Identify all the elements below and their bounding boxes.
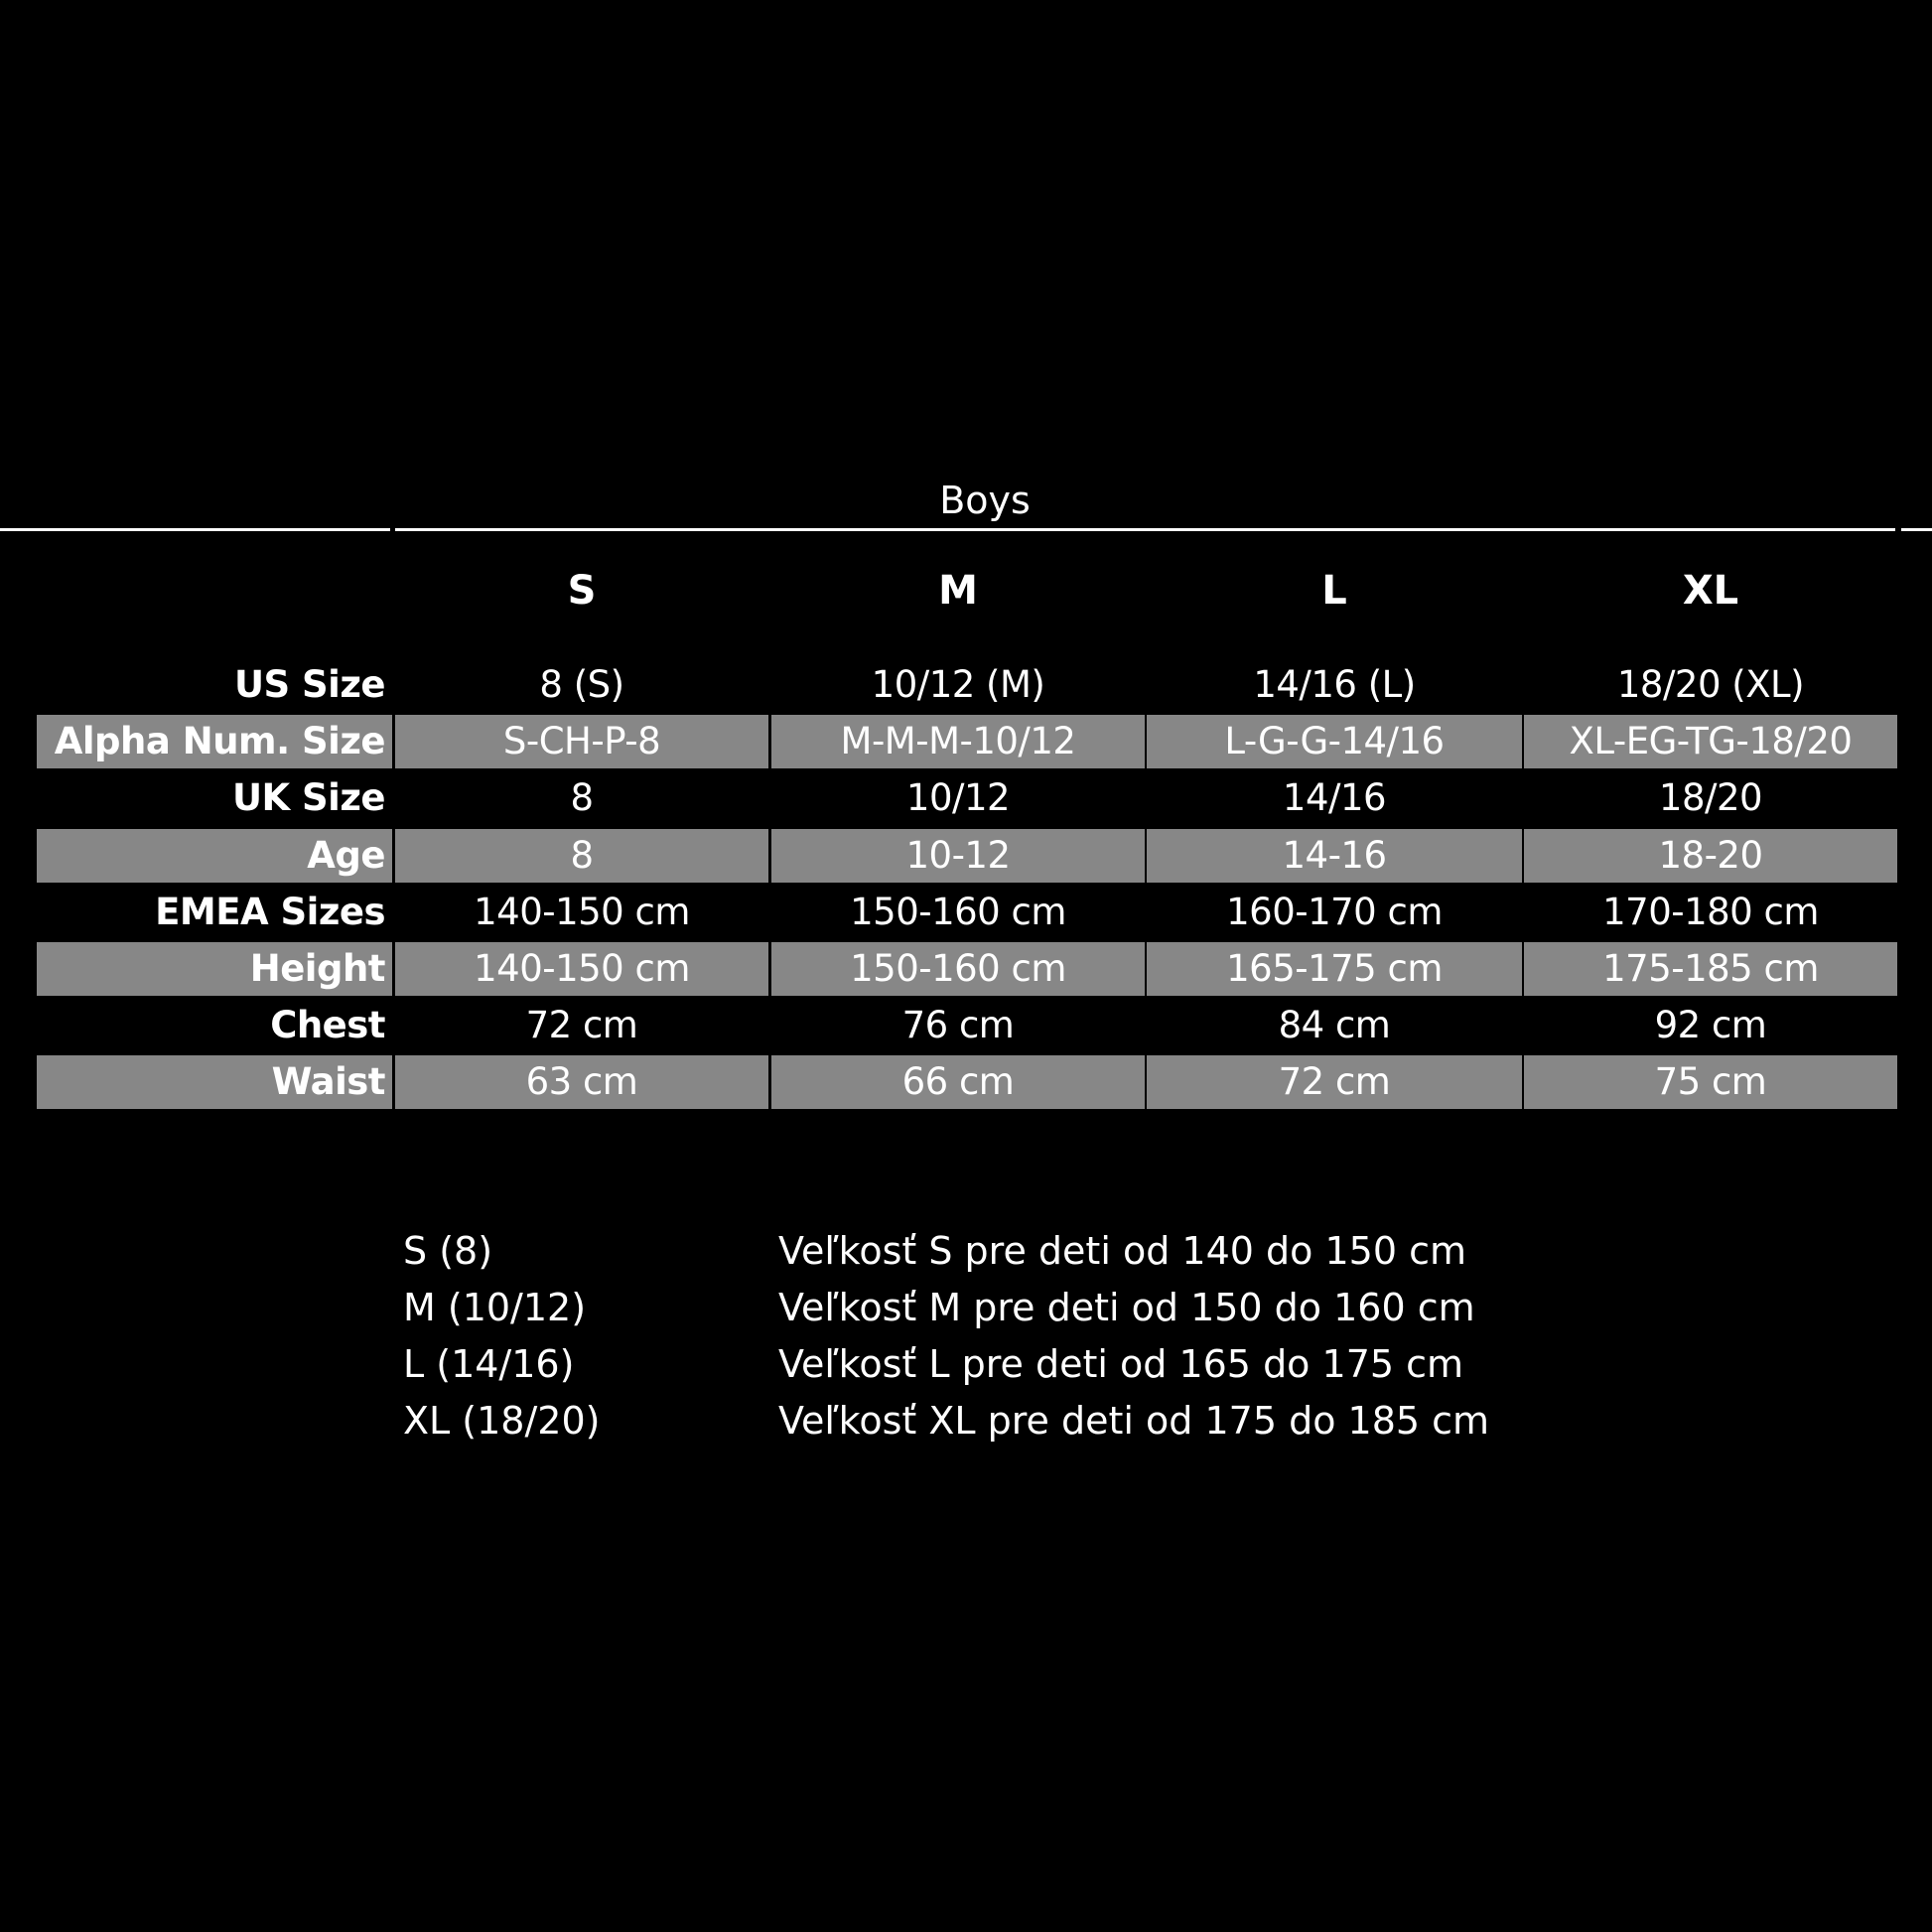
table-cell: 175-185 cm xyxy=(1524,942,1897,996)
note-text: Veľkosť L pre deti od 165 do 175 cm xyxy=(778,1342,1464,1386)
table-cell: 18/20 (XL) xyxy=(1616,663,1805,706)
table-row: EMEA Sizes 140-150 cm 150-160 cm 160-170 cm… xyxy=(0,886,1932,939)
table-cell: 160-170 cm xyxy=(1226,890,1443,933)
table-cell: XL-EG-TG-18/20 xyxy=(1524,715,1897,769)
table-cell: 14/16 xyxy=(1282,776,1387,820)
table-cell: 170-180 cm xyxy=(1602,890,1819,933)
note-size: XL (18/20) xyxy=(403,1399,601,1443)
table-cell: 150-160 cm xyxy=(771,942,1145,996)
row-label: Alpha Num. Size xyxy=(37,715,392,769)
table-row: Chest 72 cm 76 cm 84 cm 92 cm xyxy=(0,999,1932,1052)
table-cell: 84 cm xyxy=(1278,1004,1391,1047)
row-label: Chest xyxy=(270,1004,385,1047)
row-label: UK Size xyxy=(231,776,386,820)
table-cell: 18/20 xyxy=(1658,776,1763,820)
table-row: US Size 8 (S) 10/12 (M) 14/16 (L) 18/20 (XL) xyxy=(0,658,1932,712)
row-label: EMEA Sizes xyxy=(155,890,385,933)
table-row: UK Size 8 10/12 14/16 18/20 xyxy=(0,771,1932,825)
table-cell: 150-160 cm xyxy=(850,890,1066,933)
column-header: L xyxy=(1321,568,1347,614)
table-cell: 18-20 xyxy=(1524,828,1897,883)
column-header: M xyxy=(938,568,978,614)
table-row: Waist 63 cm 66 cm 72 cm 75 cm xyxy=(0,1055,1932,1110)
row-label: US Size xyxy=(233,663,386,706)
table-cell: 14-16 xyxy=(1147,828,1522,883)
table-cell: L-G-G-14/16 xyxy=(1147,715,1522,769)
table-row: Alpha Num. Size S-CH-P-8 M-M-M-10/12 L-G-G-… xyxy=(0,715,1932,769)
table-row: Height 140-150 cm 150-160 cm 165-175 cm 175-… xyxy=(0,942,1932,996)
table-cell: 92 cm xyxy=(1654,1004,1767,1047)
table-cell: 8 (S) xyxy=(539,663,624,706)
table-cell: 63 cm xyxy=(395,1055,768,1110)
table-cell: 165-175 cm xyxy=(1147,942,1522,996)
table-row: Age 8 10-12 14-16 18-20 xyxy=(0,828,1932,883)
table-cell: 10/12 (M) xyxy=(871,663,1045,706)
table-cell: M-M-M-10/12 xyxy=(771,715,1145,769)
row-label: Waist xyxy=(37,1055,392,1110)
row-label: Age xyxy=(37,828,392,883)
table-cell: 10-12 xyxy=(771,828,1145,883)
table-cell: 140-150 cm xyxy=(395,942,768,996)
table-cell: 72 cm xyxy=(1147,1055,1522,1110)
note-size: L (14/16) xyxy=(403,1342,575,1386)
table-cell: 75 cm xyxy=(1524,1055,1897,1110)
note-text: Veľkosť XL pre deti od 175 do 185 cm xyxy=(778,1399,1490,1443)
row-label: Height xyxy=(37,942,392,996)
table-cell: 10/12 xyxy=(905,776,1011,820)
table-cell: 66 cm xyxy=(771,1055,1145,1110)
note-size: M (10/12) xyxy=(403,1286,587,1329)
note-text: Veľkosť M pre deti od 150 do 160 cm xyxy=(778,1286,1475,1329)
divider xyxy=(1901,528,1932,531)
table-cell: 14/16 (L) xyxy=(1253,663,1416,706)
table-title: Boys xyxy=(939,479,1031,522)
table-cell: S-CH-P-8 xyxy=(395,715,768,769)
note-size: S (8) xyxy=(403,1229,493,1273)
table-cell: 72 cm xyxy=(525,1004,638,1047)
note-text: Veľkosť S pre deti od 140 do 150 cm xyxy=(778,1229,1466,1273)
table-cell: 8 xyxy=(570,776,594,820)
column-header: XL xyxy=(1682,568,1739,614)
table-cell: 140-150 cm xyxy=(474,890,690,933)
column-header: S xyxy=(567,568,597,614)
table-cell: 8 xyxy=(395,828,768,883)
divider xyxy=(0,528,390,531)
table-cell: 76 cm xyxy=(901,1004,1015,1047)
divider xyxy=(395,528,1895,531)
